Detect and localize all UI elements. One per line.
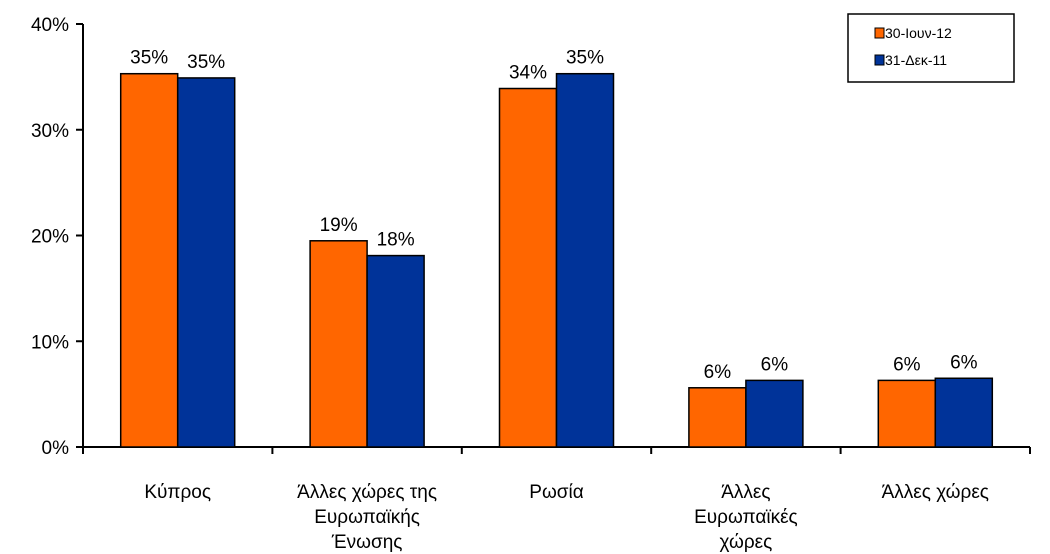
- data-label: 19%: [320, 215, 358, 236]
- bar: [877, 379, 937, 448]
- data-label: 18%: [377, 230, 415, 251]
- category-label: Κύπρος: [144, 482, 211, 503]
- data-label: 35%: [566, 48, 604, 69]
- category-label: Ευρωπαϊκές: [694, 507, 798, 528]
- data-label: 34%: [509, 63, 547, 84]
- bar: [934, 377, 994, 448]
- category-label: Άλλες: [721, 482, 770, 503]
- bar: [688, 387, 747, 448]
- category-label: Άλλες χώρες της: [297, 482, 437, 503]
- bar: [745, 379, 804, 448]
- bar: [366, 254, 425, 448]
- data-label: 35%: [130, 48, 168, 69]
- legend-label: 31-Δεκ-11: [885, 52, 947, 68]
- x-axis: [82, 446, 1031, 454]
- legend-swatch: [874, 27, 885, 39]
- data-label: 35%: [187, 52, 225, 73]
- y-tick-label: 20%: [31, 227, 69, 248]
- bar: [498, 87, 558, 448]
- bar: [309, 240, 368, 448]
- legend-label: 30-Ιουν-12: [885, 25, 952, 41]
- data-label: 6%: [950, 352, 978, 373]
- bars: [119, 72, 994, 448]
- data-labels: 35% 35% 19% 18% 34% 35% 6% 6% 6% 6%: [130, 48, 977, 383]
- data-label: 6%: [704, 362, 732, 383]
- legend-box: [847, 13, 1015, 83]
- category-label: Ένωσης: [331, 532, 403, 553]
- y-tick-label: 30%: [31, 121, 69, 142]
- data-label: 6%: [893, 354, 921, 375]
- y-axis: 0% 10% 20% 30% 40%: [31, 15, 84, 459]
- legend-swatch: [874, 54, 885, 66]
- y-tick-label: 10%: [31, 332, 69, 353]
- y-tick-label: 0%: [42, 438, 70, 459]
- category-label: Ρωσία: [529, 482, 583, 503]
- legend: 30-Ιουν-12 31-Δεκ-11: [847, 13, 1015, 83]
- y-tick-label: 40%: [31, 15, 69, 36]
- category-label: χώρες: [720, 532, 773, 553]
- data-label: 6%: [761, 354, 789, 375]
- category-labels: Κύπρος Άλλες χώρες της Ευρωπαϊκής Ένωσης Ρωσ…: [144, 482, 989, 553]
- category-label: Ευρωπαϊκής: [314, 507, 420, 528]
- bar: [555, 72, 615, 448]
- bar: [176, 77, 236, 448]
- category-label: Άλλες χώρες: [882, 482, 989, 503]
- bar: [119, 72, 179, 448]
